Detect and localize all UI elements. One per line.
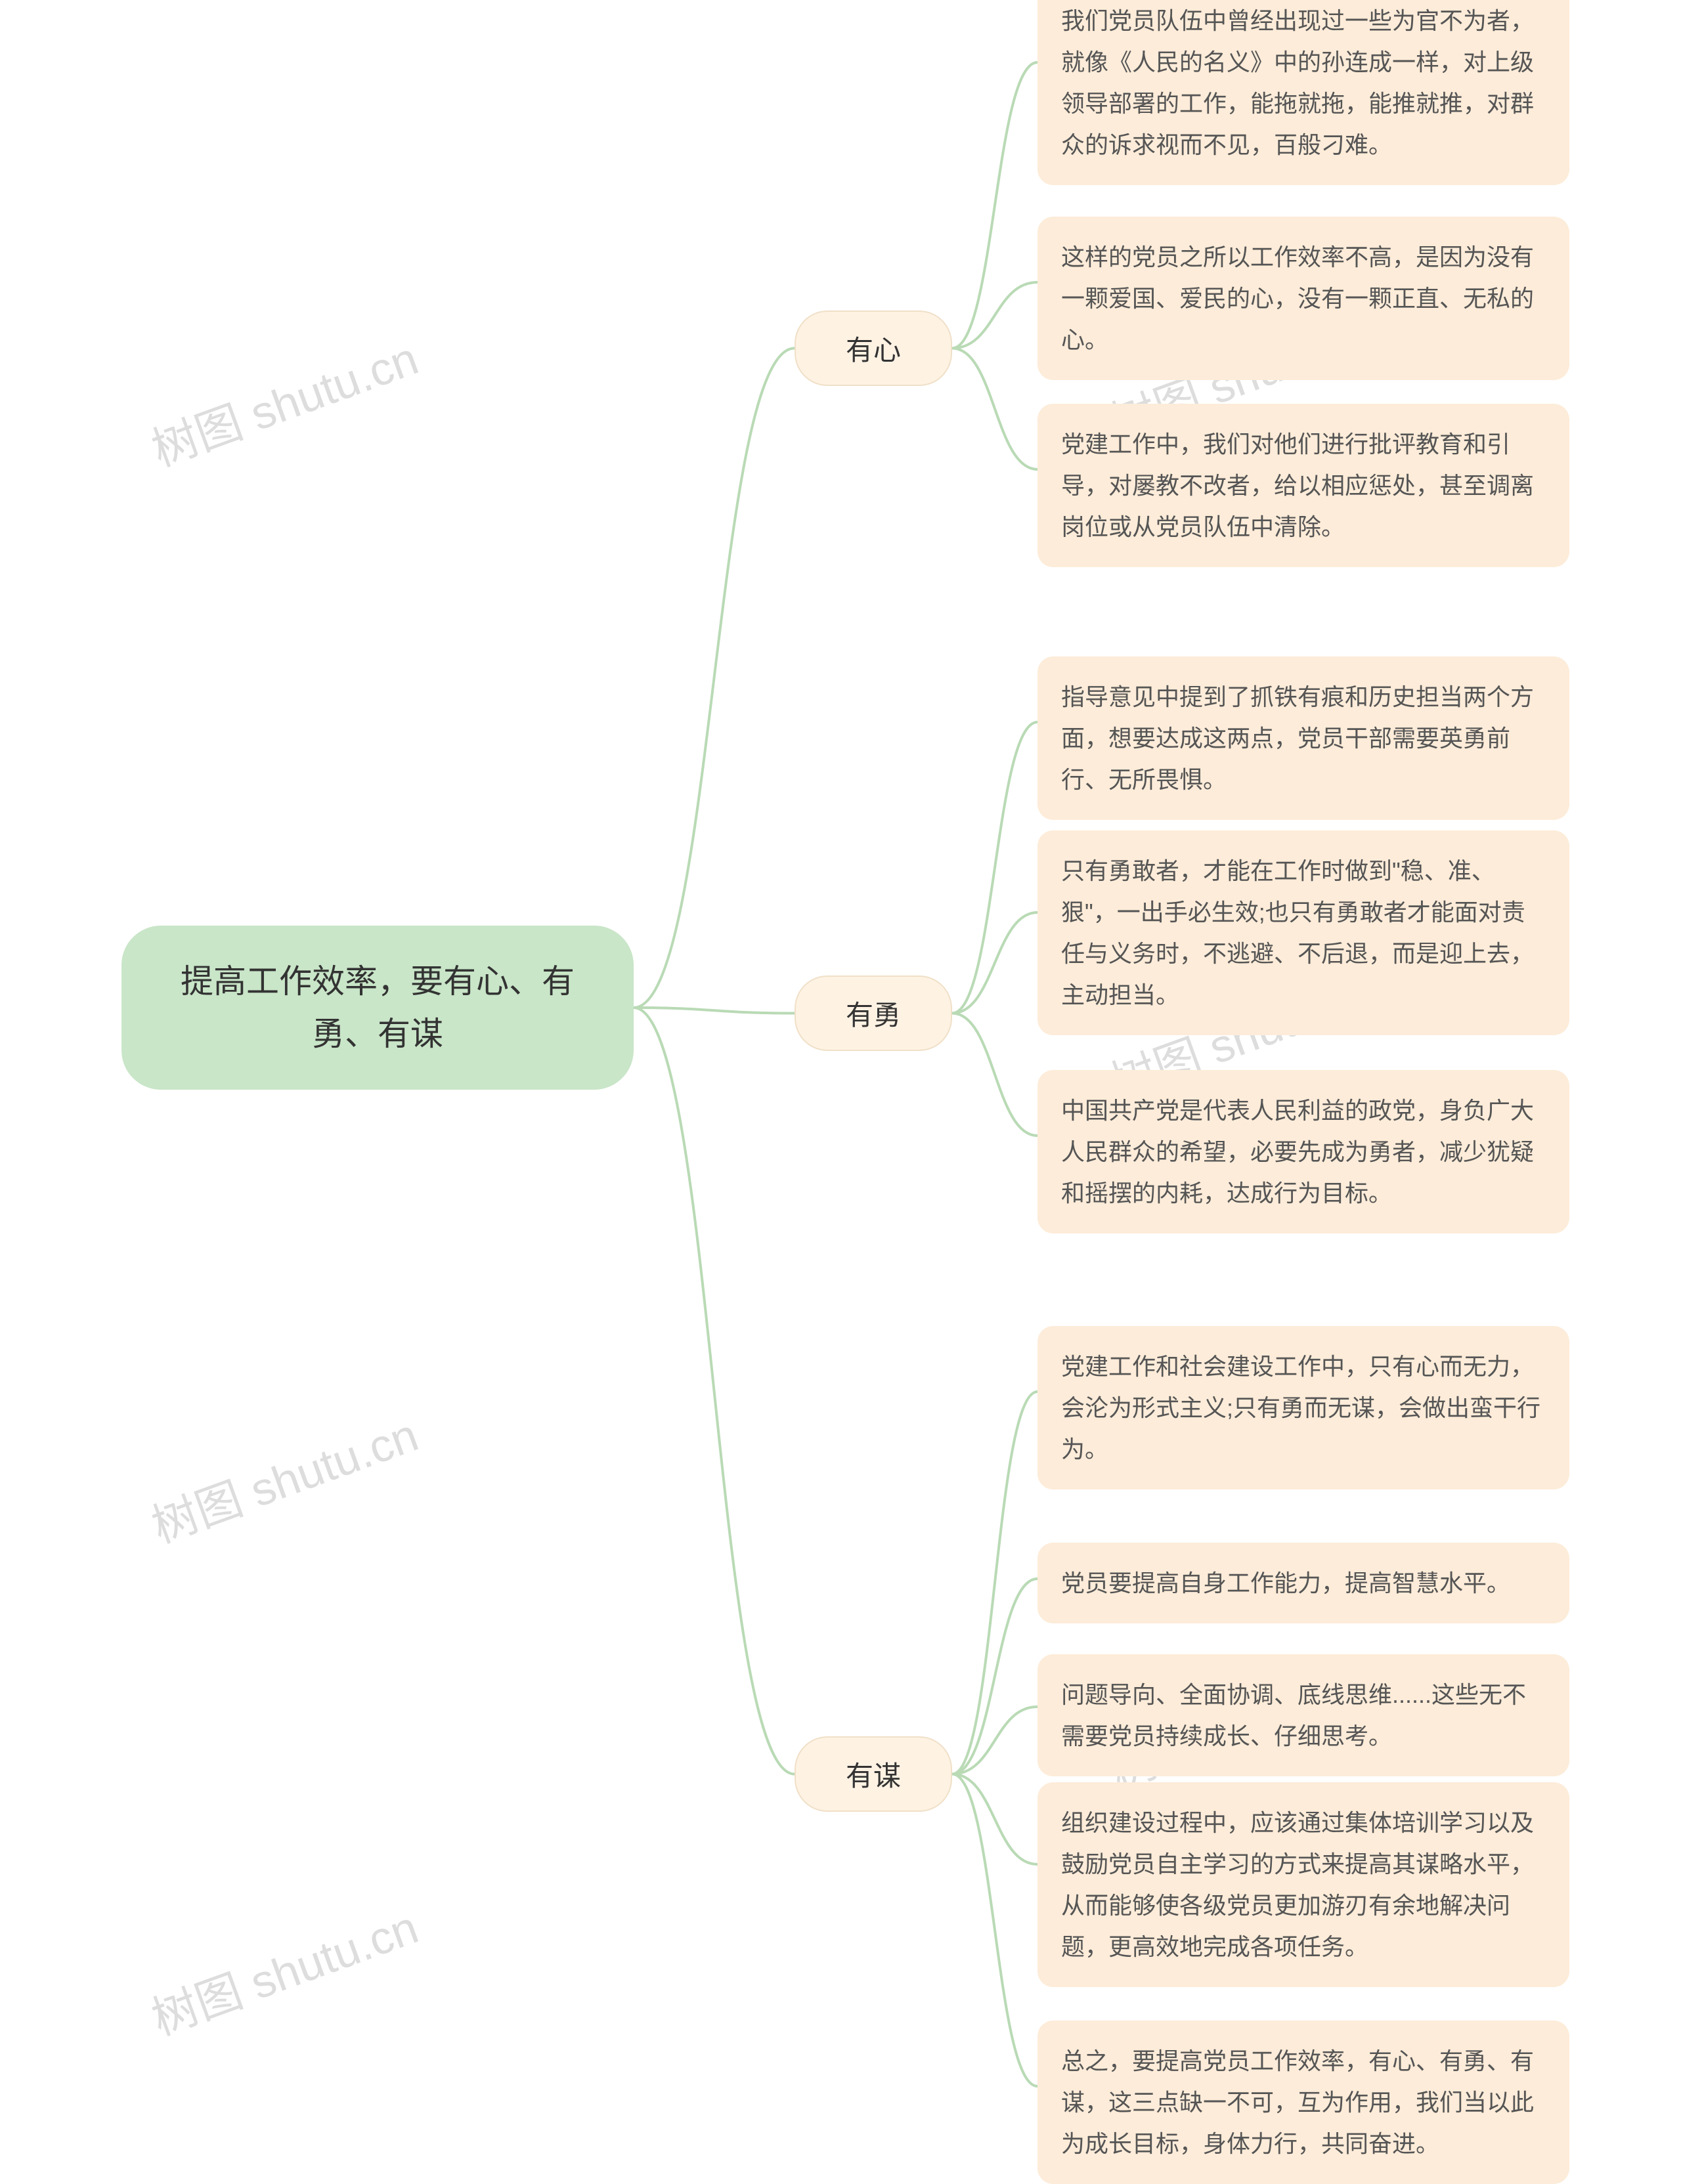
leaf-node: 中国共产党是代表人民利益的政党，身负广大人民群众的希望，必要先成为勇者，减少犹疑…	[1037, 1070, 1569, 1233]
leaf-node: 总之，要提高党员工作效率，有心、有勇、有谋，这三点缺一不可，互为作用，我们当以此…	[1037, 2021, 1569, 2184]
leaf-text: 党建工作中，我们对他们进行批评教育和引导，对屡教不改者，给以相应惩处，甚至调离岗…	[1061, 431, 1534, 540]
leaf-text: 组织建设过程中，应该通过集体培训学习以及鼓励党员自主学习的方式来提高其谋略水平，…	[1061, 1809, 1534, 1960]
leaf-node: 党建工作中，我们对他们进行批评教育和引导，对屡教不改者，给以相应惩处，甚至调离岗…	[1037, 404, 1569, 567]
leaf-text: 我们党员队伍中曾经出现过一些为官不为者，就像《人民的名义》中的孙连成一样，对上级…	[1061, 7, 1534, 158]
leaf-node: 党建工作和社会建设工作中，只有心而无力，会沦为形式主义;只有勇而无谋，会做出蛮干…	[1037, 1326, 1569, 1489]
leaf-node: 这样的党员之所以工作效率不高，是因为没有一颗爱国、爱民的心，没有一颗正直、无私的…	[1037, 217, 1569, 380]
watermark: 树图 shutu.cn	[142, 1891, 426, 2049]
branch-label: 有谋	[846, 1754, 901, 1794]
leaf-node: 只有勇敢者，才能在工作时做到"稳、准、狠"，一出手必生效;也只有勇敢者才能面对责…	[1037, 830, 1569, 1035]
leaf-text: 这样的党员之所以工作效率不高，是因为没有一颗爱国、爱民的心，没有一颗正直、无私的…	[1061, 244, 1534, 353]
leaf-node: 组织建设过程中，应该通过集体培训学习以及鼓励党员自主学习的方式来提高其谋略水平，…	[1037, 1782, 1569, 1987]
branch-node: 有谋	[795, 1736, 952, 1812]
leaf-node: 我们党员队伍中曾经出现过一些为官不为者，就像《人民的名义》中的孙连成一样，对上级…	[1037, 0, 1569, 185]
root-label: 提高工作效率，要有心、有勇、有谋	[161, 955, 594, 1060]
leaf-text: 指导意见中提到了抓铁有痕和历史担当两个方面，想要达成这两点，党员干部需要英勇前行…	[1061, 683, 1534, 793]
branch-label: 有心	[846, 328, 901, 368]
leaf-text: 总之，要提高党员工作效率，有心、有勇、有谋，这三点缺一不可，互为作用，我们当以此…	[1061, 2047, 1534, 2157]
leaf-node: 党员要提高自身工作能力，提高智慧水平。	[1037, 1543, 1569, 1623]
leaf-text: 只有勇敢者，才能在工作时做到"稳、准、狠"，一出手必生效;也只有勇敢者才能面对责…	[1061, 857, 1534, 1008]
watermark: 树图 shutu.cn	[142, 322, 426, 480]
branch-node: 有心	[795, 310, 952, 386]
watermark: 树图 shutu.cn	[142, 1399, 426, 1556]
leaf-text: 党建工作和社会建设工作中，只有心而无力，会沦为形式主义;只有勇而无谋，会做出蛮干…	[1061, 1353, 1540, 1463]
branch-label: 有勇	[846, 993, 901, 1033]
leaf-text: 中国共产党是代表人民利益的政党，身负广大人民群众的希望，必要先成为勇者，减少犹疑…	[1061, 1097, 1534, 1207]
mindmap-canvas: 树图 shutu.cn树图 shutu.cn树图 shutu.cn树图 shut…	[0, 0, 1681, 2152]
root-node: 提高工作效率，要有心、有勇、有谋	[121, 926, 634, 1090]
leaf-node: 问题导向、全面协调、底线思维......这些无不需要党员持续成长、仔细思考。	[1037, 1654, 1569, 1776]
branch-node: 有勇	[795, 975, 952, 1051]
leaf-text: 党员要提高自身工作能力，提高智慧水平。	[1061, 1570, 1510, 1596]
leaf-text: 问题导向、全面协调、底线思维......这些无不需要党员持续成长、仔细思考。	[1061, 1681, 1526, 1749]
leaf-node: 指导意见中提到了抓铁有痕和历史担当两个方面，想要达成这两点，党员干部需要英勇前行…	[1037, 656, 1569, 820]
